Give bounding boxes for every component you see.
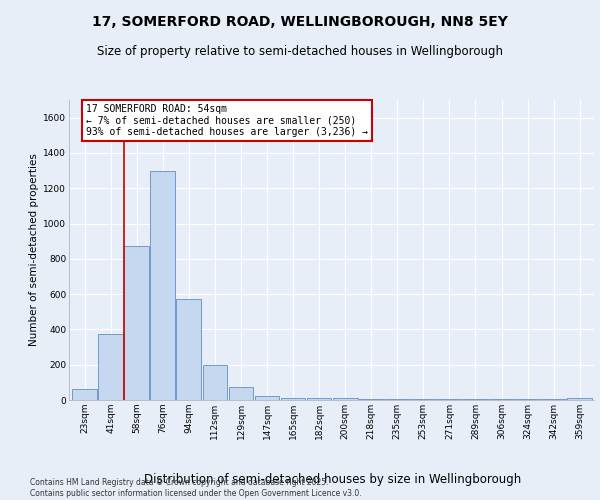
Bar [437, 399, 462, 400]
Bar [515, 399, 540, 400]
Bar [463, 399, 488, 400]
Bar [124, 246, 149, 400]
Bar [203, 364, 227, 400]
Bar [307, 398, 331, 400]
Bar [254, 396, 280, 400]
Bar [72, 390, 97, 400]
Bar [333, 398, 358, 400]
Bar [541, 399, 566, 400]
Bar [359, 399, 383, 400]
Text: Contains HM Land Registry data © Crown copyright and database right 2025.
Contai: Contains HM Land Registry data © Crown c… [30, 478, 362, 498]
Bar [411, 399, 436, 400]
Y-axis label: Number of semi-detached properties: Number of semi-detached properties [29, 154, 39, 346]
Text: Size of property relative to semi-detached houses in Wellingborough: Size of property relative to semi-detach… [97, 45, 503, 58]
Bar [489, 399, 514, 400]
Bar [98, 334, 123, 400]
Bar [567, 398, 592, 400]
Text: Distribution of semi-detached houses by size in Wellingborough: Distribution of semi-detached houses by … [145, 472, 521, 486]
Text: 17, SOMERFORD ROAD, WELLINGBOROUGH, NN8 5EY: 17, SOMERFORD ROAD, WELLINGBOROUGH, NN8 … [92, 15, 508, 29]
Text: 17 SOMERFORD ROAD: 54sqm
← 7% of semi-detached houses are smaller (250)
93% of s: 17 SOMERFORD ROAD: 54sqm ← 7% of semi-de… [86, 104, 368, 136]
Bar [281, 398, 305, 400]
Bar [229, 387, 253, 400]
Bar [151, 170, 175, 400]
Bar [385, 399, 410, 400]
Bar [176, 300, 201, 400]
